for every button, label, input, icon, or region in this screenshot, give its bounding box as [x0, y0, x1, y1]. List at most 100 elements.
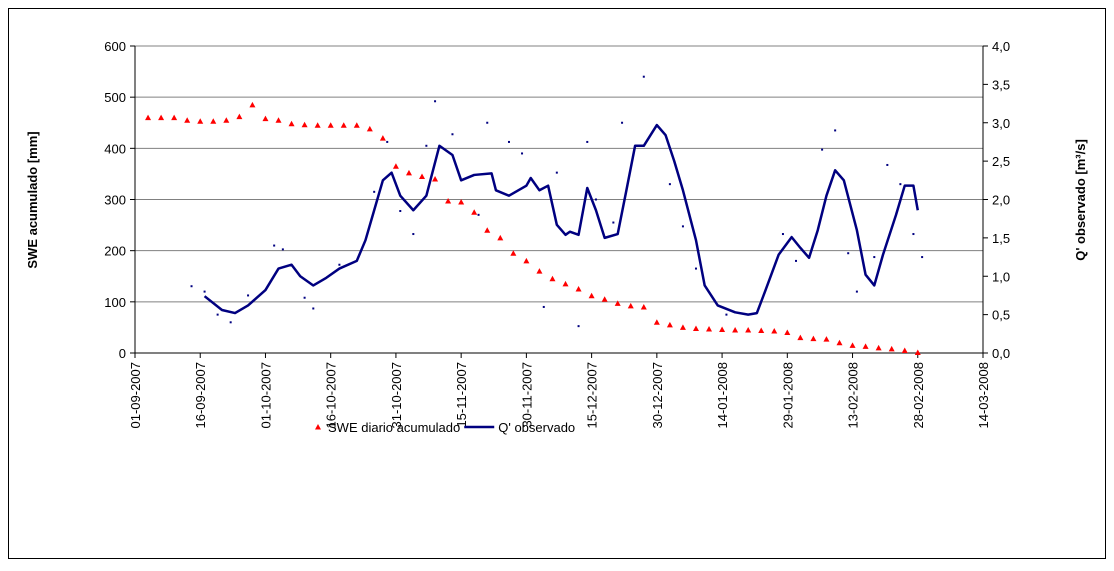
triangle-marker [836, 339, 843, 346]
x-tick-label: 01-10-2007 [258, 362, 273, 429]
triangle-marker [249, 101, 256, 108]
triangle-marker [575, 286, 582, 292]
x-tick-label: 15-11-2007 [454, 362, 469, 428]
triangle-marker [732, 326, 739, 333]
dot-marker [642, 75, 645, 78]
dot-marker [899, 183, 902, 186]
y-tick-label: 300 [104, 193, 126, 208]
triangle-marker [666, 321, 673, 328]
triangle-marker [314, 122, 321, 128]
y2-tick-label: 1,0 [992, 269, 1010, 284]
y-tick-label: 400 [104, 141, 126, 156]
triangle-marker [471, 209, 478, 215]
triangle-marker [223, 117, 230, 123]
dot-marker [399, 210, 402, 213]
y-axis-label: SWE acumulado [mm] [25, 131, 40, 268]
dot-marker [190, 285, 193, 288]
dot-marker [425, 144, 428, 147]
dot-marker [873, 256, 876, 259]
x-tick-label: 13-02-2008 [846, 362, 861, 429]
y2-tick-label: 2,0 [992, 193, 1010, 208]
x-tick-label: 28-02-2008 [911, 362, 926, 429]
y2-axis-label: Q' observado [m³/s] [1073, 139, 1088, 261]
dot-marker [338, 263, 341, 266]
triangle-marker [745, 326, 752, 333]
dot-marker [694, 267, 697, 270]
triangle-marker [510, 250, 517, 256]
triangle-marker [784, 329, 791, 336]
triangle-marker [627, 302, 634, 309]
dot-marker [921, 256, 924, 259]
dot-marker [521, 152, 524, 155]
x-tick-label: 14-03-2008 [976, 362, 991, 429]
x-tick-label: 15-12-2007 [585, 362, 600, 429]
triangle-marker [523, 257, 530, 264]
series-line [203, 123, 919, 316]
y2-tick-label: 0,5 [992, 308, 1010, 323]
y-tick-label: 600 [104, 39, 126, 54]
y2-tick-label: 3,0 [992, 116, 1010, 131]
triangle-marker [353, 122, 360, 128]
triangle-marker [301, 121, 308, 128]
legend-label: SWE diario acumulado [328, 420, 460, 435]
dot-marker [386, 140, 389, 143]
triangle-marker [536, 268, 543, 274]
triangle-marker [405, 169, 412, 176]
x-tick-label: 30-12-2007 [650, 362, 665, 429]
triangle-marker [197, 118, 204, 124]
triangle-marker [771, 327, 778, 334]
x-tick-label: 30-11-2007 [519, 362, 534, 428]
x-tick-label: 29-01-2008 [780, 362, 795, 429]
dot-marker [681, 225, 684, 228]
dot-marker [247, 294, 250, 297]
triangle-marker [614, 300, 621, 306]
dot-marker [412, 233, 415, 236]
triangle-marker [888, 345, 895, 352]
dot-marker [303, 296, 306, 299]
dot-marker [486, 121, 489, 124]
triangle-marker [862, 343, 869, 349]
x-tick-label: 01-09-2007 [128, 362, 143, 429]
triangle-marker [145, 114, 152, 121]
x-tick-label: 14-01-2008 [715, 362, 730, 429]
dot-marker [373, 190, 376, 193]
triangle-marker [640, 303, 647, 310]
y2-tick-label: 4,0 [992, 39, 1010, 54]
triangle-marker [210, 118, 217, 124]
y-tick-label: 500 [104, 90, 126, 105]
dot-marker [612, 221, 615, 224]
dot-marker [451, 133, 454, 136]
triangle-marker [158, 114, 165, 121]
dot-marker [434, 100, 437, 103]
dot-marker [586, 140, 589, 143]
triangle-marker [588, 292, 595, 299]
triangle-marker [797, 334, 804, 341]
dot-marker [912, 233, 915, 236]
y-tick-label: 100 [104, 295, 126, 310]
y2-tick-label: 0,0 [992, 346, 1010, 361]
x-tick-label: 16-09-2007 [193, 362, 208, 429]
dot-marker [621, 121, 624, 124]
y2-tick-label: 1,5 [992, 231, 1010, 246]
triangle-marker [236, 113, 243, 120]
dot-marker [795, 259, 798, 262]
triangle-marker [288, 120, 295, 127]
dot-marker [312, 307, 315, 310]
dot-marker [821, 148, 824, 151]
dot-marker [834, 129, 837, 132]
y-tick-label: 0 [119, 346, 126, 361]
triangle-marker [875, 344, 882, 351]
triangle-marker [823, 336, 830, 342]
triangle-marker [653, 319, 660, 325]
legend-marker [315, 424, 321, 430]
dot-marker [229, 321, 232, 324]
triangle-marker [171, 114, 178, 121]
triangle-marker [849, 342, 856, 348]
dot-marker [594, 198, 597, 201]
triangle-marker [914, 349, 921, 355]
dot-marker [781, 233, 784, 236]
dot-marker [725, 313, 728, 316]
triangle-marker [184, 117, 191, 123]
triangle-marker [562, 280, 569, 287]
